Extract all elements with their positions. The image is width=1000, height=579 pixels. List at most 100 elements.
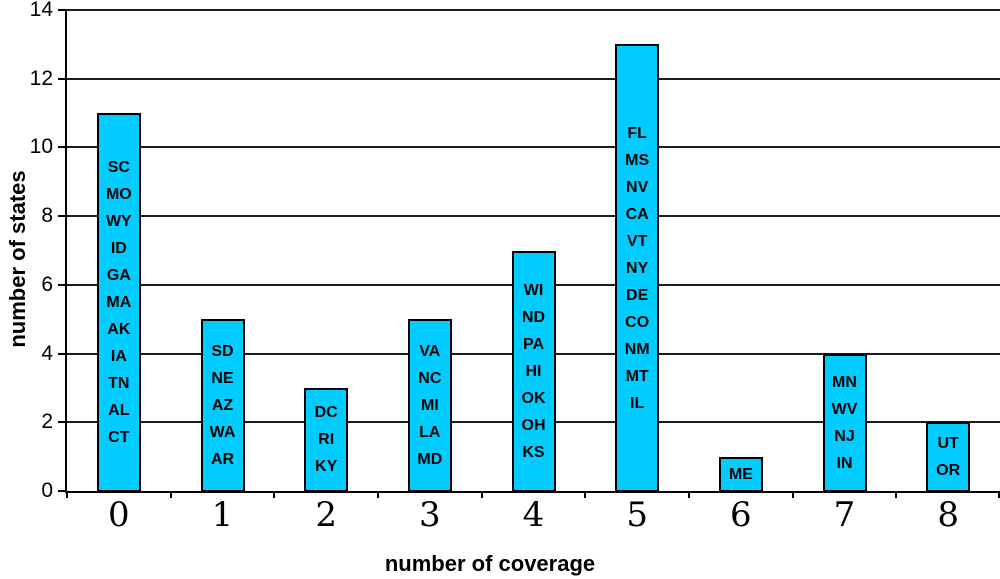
bar-state-label: SC [107, 159, 130, 177]
y-tick-label: 4 [41, 341, 53, 365]
bar-state-label: CT [108, 429, 130, 447]
y-axis-tick [58, 146, 67, 149]
bar: DC RI KY [304, 387, 349, 492]
bar: ME [718, 456, 763, 492]
bar-state-label: CO [625, 313, 650, 331]
bar-state-label: NY [626, 259, 649, 277]
bar-state-label: NC [418, 370, 442, 388]
bar-state-label: ND [521, 308, 546, 326]
bar-state-label: DE [626, 286, 649, 304]
x-tick-label: 4 [522, 495, 545, 535]
bar-state-label: NM [624, 340, 650, 358]
bar: MN WV NJ IN [822, 353, 867, 492]
bar-state-label: UT [937, 435, 959, 453]
bar-state-label: HI [525, 362, 542, 380]
bar-state-label: TN [108, 375, 130, 393]
y-axis-tick [58, 283, 67, 286]
bar-state-label: NE [211, 370, 234, 388]
bar-state-label: MD [417, 451, 443, 469]
bar-state-label: LA [419, 424, 441, 442]
bar-state-label: AZ [211, 397, 234, 415]
x-tick-label: 8 [937, 495, 959, 535]
bar-state-label: RI [318, 431, 335, 449]
bar-state-label: OK [521, 389, 546, 407]
x-axis-line [65, 491, 1000, 493]
x-tick-label: 3 [419, 495, 441, 535]
bar-state-label: GA [106, 267, 131, 285]
x-axis-tick [688, 491, 690, 498]
bar: WI ND PA HI OK OH KS [511, 250, 556, 492]
y-tick-label: 10 [29, 135, 53, 159]
x-tick-label: 6 [730, 495, 752, 535]
x-tick-label: 5 [626, 495, 648, 535]
gridline [67, 77, 1000, 80]
gridline [67, 215, 1000, 218]
x-axis-tick [377, 491, 379, 498]
bar-state-label: OH [521, 416, 546, 434]
bar-state-label: MN [832, 373, 857, 391]
bar-state-label: AL [108, 402, 130, 420]
y-axis-tick [58, 490, 67, 492]
bar: FL MS NV CA VT NY DE CO NM MT IL [615, 44, 660, 492]
y-axis-tick [58, 77, 67, 80]
bar-state-label: MT [625, 367, 649, 385]
x-tick-label: 2 [315, 495, 337, 535]
x-axis-tick [169, 491, 172, 498]
bar-state-label: MA [106, 294, 132, 312]
y-axis-tick [58, 9, 67, 11]
x-axis-tick [791, 491, 794, 498]
bar: SD NE AZ WA AR [200, 319, 245, 492]
y-tick-label: 12 [29, 66, 53, 90]
bar-state-label: MI [420, 397, 439, 415]
bar-state-label: ME [728, 465, 753, 483]
bar-state-label: NV [626, 178, 649, 196]
bar-state-label: ID [110, 240, 127, 258]
x-axis-tick [66, 491, 68, 498]
bar-state-label: DC [314, 404, 338, 422]
y-tick-label: 14 [29, 0, 53, 22]
y-axis-tick [58, 352, 67, 355]
bar-state-label: KS [522, 443, 545, 461]
bar-state-label: WA [209, 424, 236, 442]
y-tick-label: 6 [41, 272, 53, 296]
gridline [67, 9, 1000, 11]
bar-state-label: KY [315, 458, 338, 476]
y-axis-tick [58, 421, 67, 424]
x-tick-label: 0 [108, 495, 130, 535]
bar-state-label: IL [630, 394, 645, 412]
bar-state-label: WY [105, 213, 132, 231]
bar-state-label: FL [627, 124, 647, 142]
y-tick-label: 8 [41, 204, 53, 228]
bar-state-label: AR [210, 451, 235, 469]
bar-state-label: MS [625, 151, 650, 169]
x-axis-title: number of coverage [384, 551, 596, 576]
bar-state-label: PA [522, 335, 545, 353]
bar-state-label: AK [107, 321, 131, 339]
bar-state-label: IN [836, 454, 853, 472]
x-axis-tick [895, 491, 898, 498]
y-axis-tick [58, 215, 67, 218]
bar: SC MO WY ID GA MA AK IA TN AL CT [96, 113, 141, 492]
bar-state-label: WI [523, 281, 544, 299]
bar: VA NC MI LA MD [407, 319, 452, 492]
x-axis-tick [998, 491, 1000, 498]
y-tick-label: 0 [41, 479, 53, 502]
y-tick-label: 2 [41, 410, 53, 434]
bar-state-label: CA [625, 205, 649, 223]
bar-state-label: VA [419, 343, 441, 361]
x-tick-label: 7 [833, 495, 856, 535]
bar-state-label: VT [626, 232, 648, 250]
bar-state-label: MO [105, 186, 132, 204]
y-axis-line [65, 9, 67, 493]
bar-state-label: OR [936, 462, 961, 480]
x-axis-tick [584, 491, 587, 498]
gridline [67, 146, 1000, 149]
bar-state-label: SD [211, 343, 234, 361]
bar: UT OR [926, 422, 971, 492]
bar-state-label: WV [831, 400, 858, 418]
bar-state-label: IA [110, 348, 127, 366]
x-tick-label: 1 [211, 495, 234, 535]
bar-state-label: NJ [834, 427, 855, 445]
x-axis-tick [273, 491, 276, 498]
